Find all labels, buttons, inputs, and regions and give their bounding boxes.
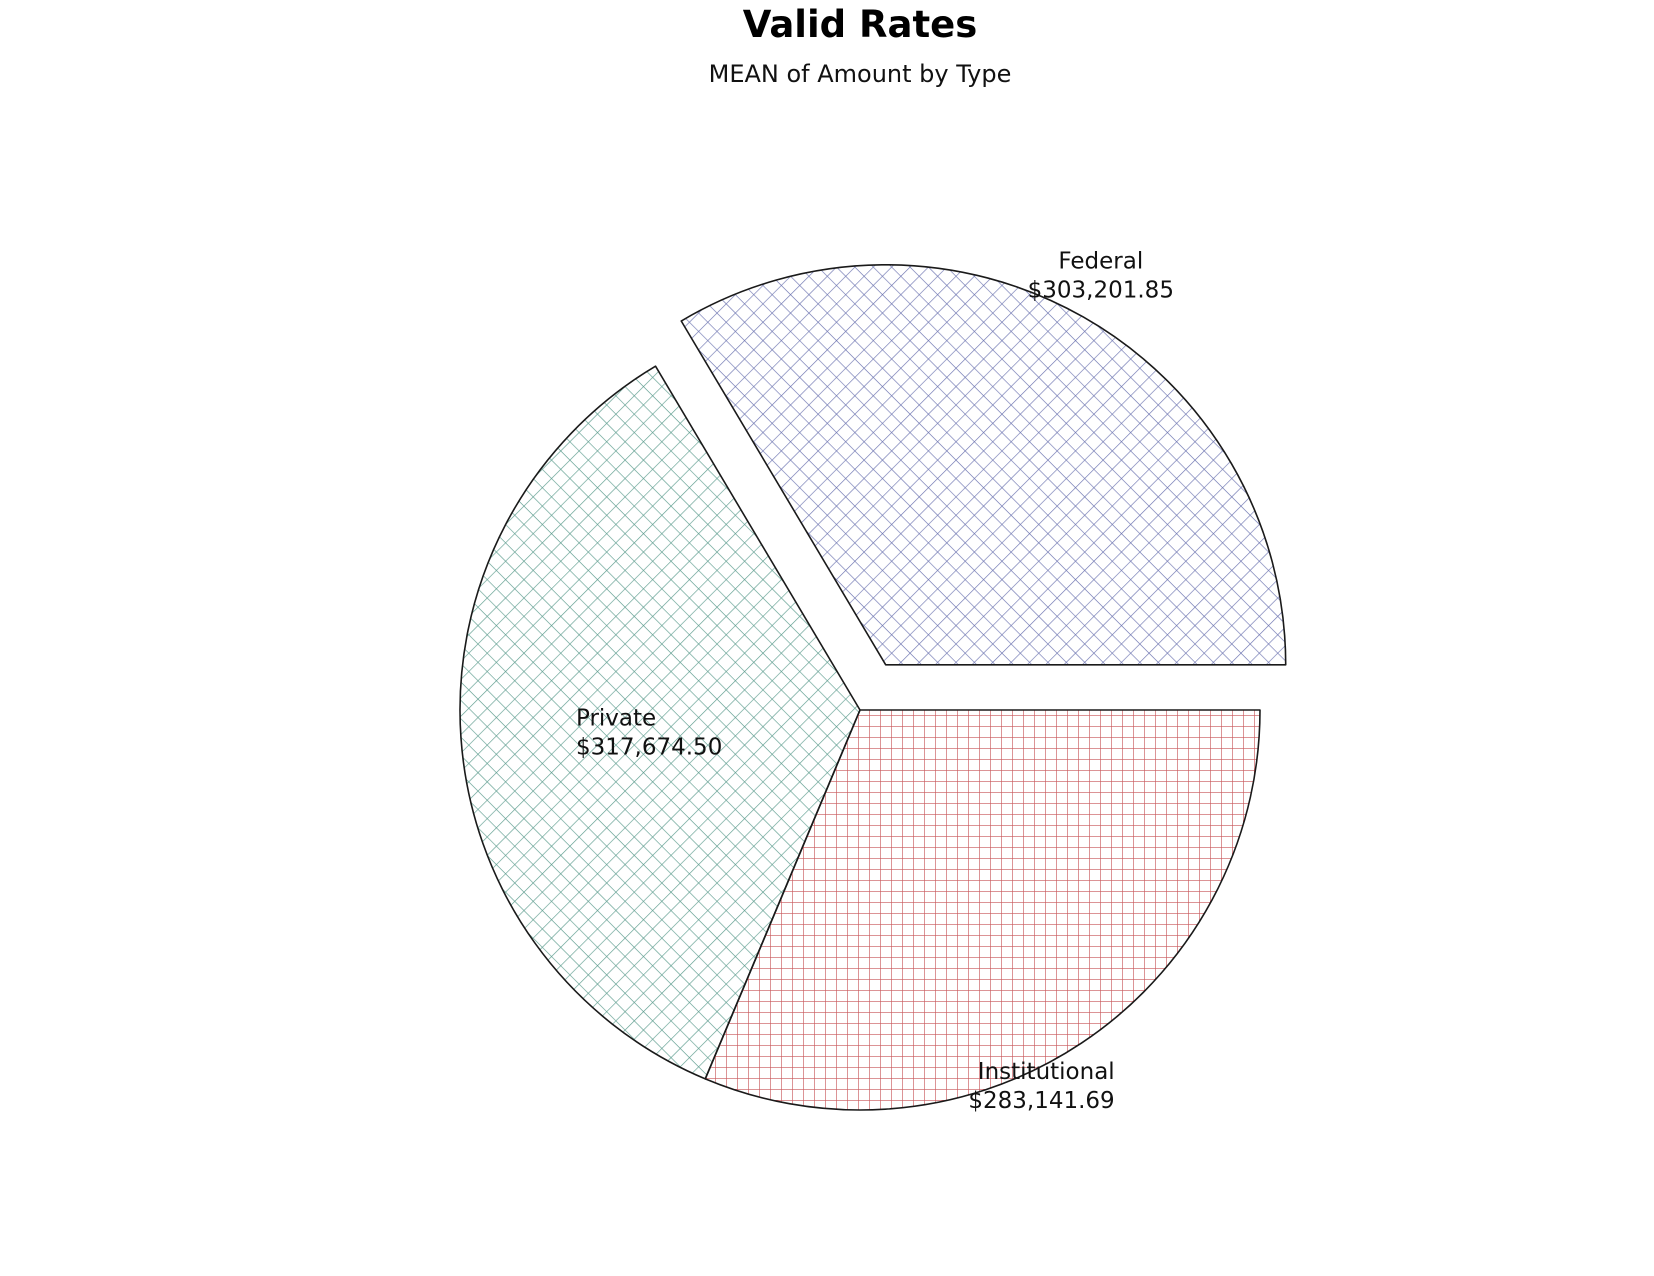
pie-slices (459, 264, 1287, 1111)
chart-title: Valid Rates (743, 3, 978, 46)
slice-value-federal: $303,201.85 (1028, 278, 1174, 304)
pie-slice-federal (680, 264, 1287, 666)
slice-label-federal: Federal (1058, 249, 1143, 275)
slice-label-institutional: Institutional (978, 1059, 1115, 1085)
slice-value-institutional: $283,141.69 (968, 1088, 1114, 1114)
slice-value-private: $317,674.50 (576, 734, 722, 760)
pie-labels: Federal $303,201.85 Private $317,674.50 Inst… (576, 249, 1174, 1114)
chart-subtitle: MEAN of Amount by Type (709, 60, 1012, 88)
slice-label-private: Private (576, 705, 656, 731)
pie-slice-private (459, 365, 861, 1080)
pie-slice-institutional (704, 709, 1261, 1111)
